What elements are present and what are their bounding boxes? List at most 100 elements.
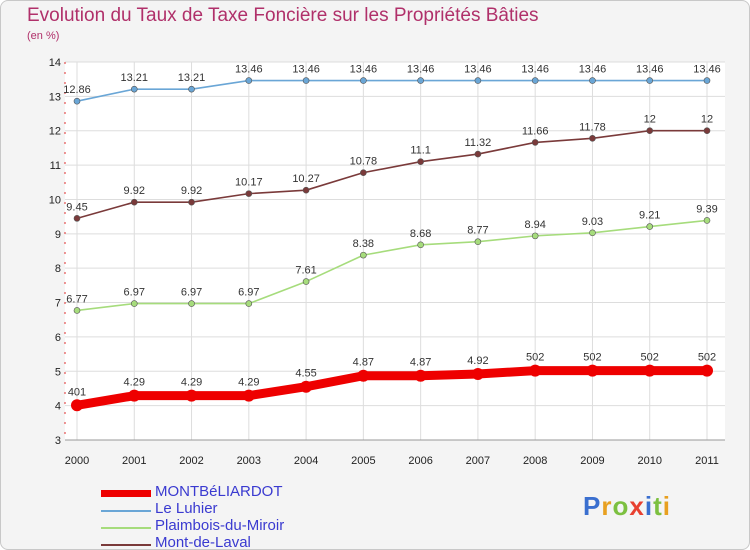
- data-point: [586, 364, 599, 377]
- data-label: 13.46: [636, 64, 664, 76]
- data-label: 502: [641, 352, 659, 364]
- data-label: 4.92: [467, 355, 488, 367]
- data-point: [188, 300, 195, 307]
- logo-letter: t: [653, 491, 663, 521]
- series-line: [76, 129, 708, 220]
- data-label: 6.97: [181, 287, 202, 299]
- series-line: [76, 79, 708, 102]
- data-point: [646, 223, 654, 230]
- data-label: 13.21: [121, 72, 149, 84]
- data-label: 9.92: [124, 185, 145, 197]
- legend-swatch: [101, 510, 151, 512]
- data-point: [474, 150, 482, 158]
- x-tick-label: 2004: [294, 455, 318, 467]
- data-point: [474, 77, 482, 84]
- data-label: 9.03: [582, 216, 603, 228]
- series-line: [72, 366, 712, 410]
- y-tick-label: 13: [49, 91, 61, 103]
- data-point: [357, 369, 370, 382]
- y-tick-label: 8: [55, 263, 61, 275]
- data-point: [130, 198, 138, 206]
- data-point: [589, 77, 596, 84]
- x-tick-label: 2011: [695, 455, 719, 467]
- x-tick-label: 2009: [580, 455, 604, 467]
- x-tick-label: 2007: [466, 455, 490, 467]
- data-label: 4.29: [181, 377, 202, 389]
- data-label: 9.39: [696, 203, 717, 215]
- data-point: [73, 307, 81, 314]
- data-point: [417, 158, 424, 165]
- data-label: 4.29: [238, 377, 259, 389]
- series-line: [76, 219, 708, 312]
- x-tick-label: 2008: [523, 455, 547, 467]
- data-point: [245, 300, 253, 307]
- data-label: 4.87: [410, 357, 431, 369]
- y-tick-label: 3: [55, 435, 61, 447]
- data-label: 4.29: [124, 377, 145, 389]
- proxiti-logo: Proxiti: [583, 491, 671, 522]
- data-label: 9.21: [639, 210, 660, 222]
- data-label: 13.46: [407, 64, 435, 76]
- data-point: [245, 77, 253, 84]
- logo-letter: x: [629, 491, 645, 521]
- data-point: [414, 369, 427, 382]
- data-label: 13.46: [464, 64, 492, 76]
- y-tick-label: 10: [49, 194, 61, 206]
- data-label: 11.1: [410, 145, 431, 157]
- data-point: [531, 77, 539, 84]
- data-label: 10.17: [235, 177, 263, 189]
- data-point: [302, 278, 310, 285]
- chart-title: Evolution du Taux de Taxe Foncière sur l…: [27, 5, 539, 26]
- y-tick-label: 11: [50, 160, 61, 172]
- legend-label: Plaimbois-du-Miroir: [155, 517, 285, 534]
- data-point: [646, 127, 654, 135]
- logo-letter: r: [601, 491, 613, 521]
- data-point: [302, 186, 310, 194]
- data-label: 13.46: [579, 64, 607, 76]
- data-point: [531, 232, 539, 240]
- data-label: 8.38: [353, 238, 374, 250]
- logo-letter: i: [662, 491, 671, 521]
- data-label: 12: [644, 114, 656, 126]
- data-label: 8.94: [524, 219, 545, 231]
- data-point: [529, 364, 542, 377]
- data-point: [703, 127, 711, 135]
- plot-area: [65, 62, 725, 440]
- logo-letter: o: [612, 491, 630, 521]
- data-label: 12: [701, 114, 713, 126]
- legend-swatch: [101, 544, 151, 546]
- data-point: [417, 241, 424, 249]
- data-label: 6.97: [238, 287, 259, 299]
- data-label: 8.68: [410, 228, 431, 240]
- y-tick-label: 14: [49, 57, 61, 69]
- data-point: [703, 217, 711, 224]
- data-label: 502: [526, 352, 544, 364]
- legend-label: Le Luhier: [155, 500, 218, 517]
- data-point: [360, 169, 367, 176]
- data-point: [643, 364, 656, 377]
- data-label: 10.78: [350, 156, 378, 168]
- data-point: [531, 139, 539, 146]
- y-tick-label: 4: [55, 401, 61, 413]
- data-label: 13.46: [521, 64, 549, 76]
- data-point: [471, 368, 484, 381]
- data-point: [245, 190, 253, 197]
- data-point: [589, 229, 596, 237]
- data-point: [73, 97, 81, 105]
- data-label: 13.46: [693, 64, 721, 76]
- data-label: 13.46: [235, 64, 263, 76]
- data-point: [360, 251, 367, 259]
- x-tick-label: 2006: [408, 455, 432, 467]
- data-label: 11.78: [579, 121, 606, 133]
- y-tick-label: 9: [55, 229, 61, 241]
- data-point: [360, 77, 367, 84]
- data-point: [71, 399, 83, 412]
- legend-label: MONTBéLIARDOT: [155, 483, 283, 500]
- data-label: 13.46: [350, 64, 378, 76]
- data-label: 13.46: [292, 64, 320, 76]
- data-point: [130, 85, 138, 93]
- logo-letter: P: [583, 491, 602, 521]
- data-point: [701, 364, 713, 377]
